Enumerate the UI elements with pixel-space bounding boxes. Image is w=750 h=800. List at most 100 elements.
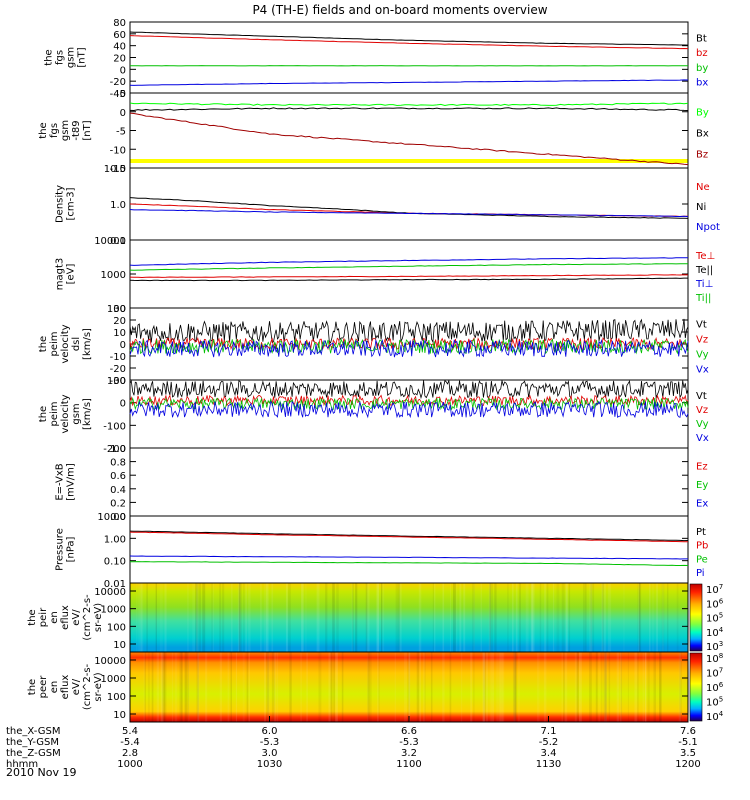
spectrogram-texture — [138, 583, 140, 652]
legend-entry: Vz — [696, 405, 708, 416]
y-tick-label: 10 — [113, 640, 126, 651]
spectrogram-texture — [212, 583, 214, 652]
orbit-row-value: -5.4 — [120, 737, 140, 748]
spectrogram-texture — [463, 583, 466, 652]
spectrogram-texture — [162, 652, 166, 722]
spectrogram-texture — [381, 583, 383, 652]
spectrogram-texture — [187, 652, 190, 722]
y-tick-label: 1000 — [101, 674, 126, 685]
spectrogram-texture — [502, 652, 505, 722]
y-tick-label: 10000 — [94, 236, 126, 247]
spectrogram-texture — [623, 583, 625, 652]
legend-entry: Vt — [696, 320, 707, 331]
y-axis-label: thepeimvelocitydsl[km/s] — [38, 324, 93, 363]
spectrogram-texture — [514, 652, 517, 722]
spectrogram-texture — [377, 652, 379, 722]
spectrogram-texture — [546, 583, 549, 652]
spectrogram-texture — [211, 583, 213, 652]
spectrogram-texture — [205, 652, 208, 722]
spectrogram-texture — [377, 583, 380, 652]
colorbar-label-base: 10 — [706, 698, 719, 709]
spectrogram-texture — [367, 652, 370, 722]
spectrogram — [130, 583, 688, 652]
legend-entry: Npot — [696, 222, 720, 233]
legend-entry: Bt — [696, 33, 707, 44]
y-tick-label: -40 — [110, 89, 126, 100]
spectrogram-texture — [552, 583, 555, 652]
legend-entry: Ne — [696, 182, 710, 193]
y-axis-label: thefgsgsm-t89[nT] — [38, 120, 93, 141]
orbit-row-value: -5.3 — [260, 737, 280, 748]
spectrogram-texture — [239, 583, 242, 652]
spectrogram-texture — [424, 652, 426, 722]
spectrogram-texture — [286, 583, 289, 652]
spectrogram-texture — [430, 652, 433, 722]
orbit-row-value: 1200 — [675, 759, 700, 770]
spectrogram-texture — [442, 583, 445, 652]
spectrogram-texture — [515, 583, 518, 652]
spectrogram-texture — [579, 652, 582, 722]
colorbar-label-base: 10 — [706, 585, 719, 596]
y-tick-label: 0.01 — [104, 579, 126, 590]
colorbar-label-exp: 7 — [719, 583, 723, 591]
y-axis-label-line: peim — [49, 331, 60, 356]
spectrogram-texture — [649, 583, 651, 652]
colorbar-label-base: 10 — [706, 683, 719, 694]
spectrogram-texture — [408, 652, 410, 722]
spectrogram-texture — [266, 652, 270, 722]
y-tick-label: -5 — [116, 127, 126, 138]
spectrogram-texture — [637, 652, 639, 722]
y-axis-label-line: Density — [55, 185, 66, 223]
spectrogram-texture — [316, 583, 320, 652]
spectrogram-texture — [333, 652, 335, 722]
trace-Vt — [129, 318, 689, 344]
spectrogram-texture — [501, 652, 503, 722]
spectrogram-texture — [525, 583, 529, 652]
spectrogram-texture — [574, 652, 578, 722]
y-axis-label: Density[cm-3] — [55, 185, 77, 223]
spectrogram-texture — [491, 652, 494, 722]
orbit-row-value: 3.0 — [262, 748, 278, 759]
spectrogram-texture — [332, 583, 335, 652]
y-tick-label: 1.0 — [110, 444, 126, 455]
y-tick-label: 0.6 — [110, 471, 126, 482]
y-tick-label: -20 — [110, 77, 126, 88]
panel-9: 10710610510410310000100010010thepeirenef… — [27, 582, 724, 653]
spectrogram-texture — [499, 652, 502, 722]
trace-Npot — [129, 209, 689, 218]
spectrogram-texture — [395, 583, 398, 652]
panel-frame — [129, 515, 689, 584]
spectrogram-texture — [301, 583, 304, 652]
spectrogram-texture — [539, 583, 542, 652]
legend-entry: Vx — [696, 433, 709, 444]
panel-5: 3020100-10-20-30thepeimvelocitydsl[km/s]… — [38, 304, 709, 387]
y-axis-label-line: the — [38, 122, 49, 138]
y-tick-label: 1000 — [101, 605, 126, 616]
orbit-axis: the_X-GSM 5.4 6.0 6.6 7.1 7.6 the_Y-GSM -5.4 -5.… — [6, 716, 701, 770]
trace-By — [129, 102, 689, 107]
trace-bz — [129, 35, 689, 50]
orbit-row-value: 6.0 — [262, 726, 278, 737]
colorbar-label-base: 10 — [706, 628, 719, 639]
spectrogram-texture — [598, 652, 600, 722]
y-tick-label: 0 — [120, 399, 126, 410]
legend-entry: Ex — [696, 499, 708, 510]
spectrogram-texture — [544, 583, 547, 652]
colorbar-label-exp: 3 — [719, 640, 723, 648]
colorbar-label-base: 10 — [706, 614, 719, 625]
spectrogram-texture — [151, 652, 154, 722]
panel-group: 806040200-20-40thefgsgsm[nT]Btbzbybx50-5… — [27, 18, 724, 723]
y-tick-label: 0.10 — [104, 557, 126, 568]
spectrogram — [130, 652, 688, 722]
y-tick-label: -30 — [110, 376, 126, 387]
spectrogram-texture — [146, 583, 148, 652]
spectrogram-texture — [561, 652, 564, 722]
y-tick-label: 100 — [107, 304, 126, 315]
spectrogram-texture — [382, 583, 385, 652]
spectrogram-texture — [219, 583, 222, 652]
y-tick-label: 100 — [107, 692, 126, 703]
colorbar-label-exp: 4 — [719, 710, 724, 718]
colorbar — [689, 652, 703, 722]
spectrogram-texture — [513, 652, 516, 722]
spectrogram-texture — [355, 583, 358, 652]
